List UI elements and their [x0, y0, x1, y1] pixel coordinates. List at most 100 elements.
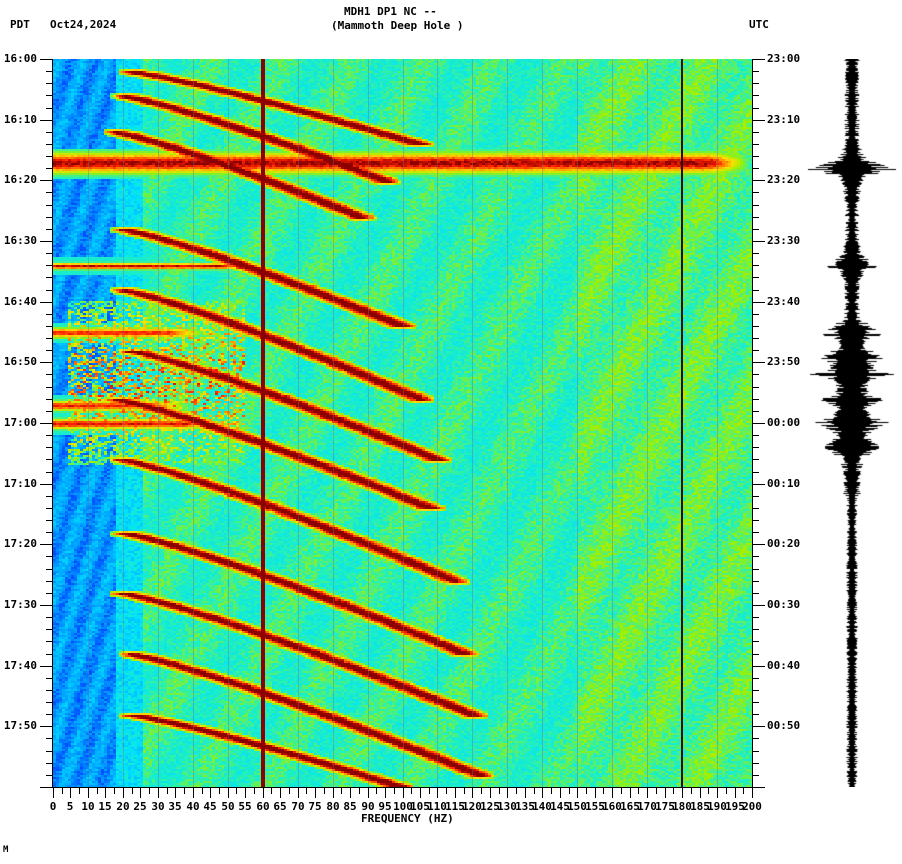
tick-time-right	[753, 641, 759, 642]
seismogram-trace	[806, 59, 902, 787]
tick-time-left	[46, 156, 52, 157]
time-label-left: 16:20	[3, 173, 37, 186]
frequency-label: 40	[186, 800, 200, 813]
tick-frequency	[446, 788, 447, 794]
tick-time-right	[753, 277, 759, 278]
frequency-label: 0	[49, 800, 57, 813]
tick-frequency	[429, 788, 430, 794]
tick-time-right	[753, 387, 759, 388]
tick-frequency	[621, 788, 622, 794]
date-label: Oct24,2024	[50, 18, 117, 31]
tick-frequency	[708, 788, 709, 794]
tick-time-left	[46, 108, 52, 109]
tick-time-left	[46, 496, 52, 497]
tick-frequency	[490, 788, 491, 798]
tick-frequency	[254, 788, 255, 794]
tick-time-right	[753, 180, 765, 181]
tick-time-left	[46, 192, 52, 193]
tick-frequency	[245, 788, 246, 798]
tick-time-right	[753, 83, 759, 84]
tick-frequency	[359, 788, 360, 794]
tick-frequency	[603, 788, 604, 794]
time-label-right: 00:40	[767, 659, 801, 672]
frequency-label: 190	[707, 800, 727, 813]
frequency-label: 5	[66, 800, 74, 813]
tick-frequency	[499, 788, 500, 794]
tick-frequency	[420, 788, 421, 798]
tick-time-right	[753, 399, 759, 400]
tick-frequency	[682, 788, 683, 798]
tick-time-right	[753, 544, 765, 545]
tick-time-right	[753, 775, 759, 776]
tick-time-left	[46, 641, 52, 642]
tick-frequency	[114, 788, 115, 794]
tick-time-left	[46, 314, 52, 315]
tick-time-right	[753, 629, 759, 630]
time-label-right: 00:30	[767, 598, 801, 611]
time-label-right: 23:30	[767, 234, 801, 247]
frequency-label: 165	[620, 800, 640, 813]
tick-frequency	[62, 788, 63, 794]
time-label-right: 00:00	[767, 416, 801, 429]
tick-frequency	[385, 788, 386, 798]
tick-frequency	[481, 788, 482, 794]
spectrogram-plot[interactable]	[53, 59, 752, 787]
frequency-label: 130	[497, 800, 517, 813]
tick-frequency	[350, 788, 351, 798]
tick-time-right	[753, 326, 759, 327]
time-label-left: 17:50	[3, 719, 37, 732]
tick-frequency	[464, 788, 465, 794]
tick-time-left	[46, 593, 52, 594]
tick-frequency	[752, 788, 753, 798]
tick-frequency	[97, 788, 98, 794]
time-label-right: 23:40	[767, 295, 801, 308]
tick-frequency	[298, 788, 299, 798]
tick-frequency	[534, 788, 535, 794]
tick-frequency	[516, 788, 517, 794]
spectrogram-canvas	[53, 59, 752, 787]
tick-time-left	[46, 569, 52, 570]
tick-frequency	[743, 788, 744, 794]
time-label-right: 23:20	[767, 173, 801, 186]
tick-time-left	[46, 350, 52, 351]
tick-frequency	[70, 788, 71, 798]
tick-frequency	[647, 788, 648, 798]
tick-time-right	[753, 678, 759, 679]
tick-frequency	[341, 788, 342, 794]
tick-time-left	[40, 423, 52, 424]
tick-frequency	[184, 788, 185, 794]
tick-time-right	[753, 71, 759, 72]
tick-frequency	[577, 788, 578, 798]
tick-time-right	[753, 253, 759, 254]
frequency-label: 185	[690, 800, 710, 813]
tick-time-right	[753, 447, 759, 448]
seismogram-canvas	[806, 59, 902, 787]
tick-time-left	[46, 447, 52, 448]
frequency-label: 35	[168, 800, 182, 813]
frequency-label: 30	[151, 800, 165, 813]
tick-time-left	[46, 205, 52, 206]
frequency-label: 60	[256, 800, 270, 813]
frequency-label: 170	[637, 800, 657, 813]
tick-frequency	[411, 788, 412, 794]
tick-time-left	[46, 581, 52, 582]
tick-time-right	[753, 374, 759, 375]
tick-time-left	[46, 459, 52, 460]
time-label-right: 00:50	[767, 719, 801, 732]
tick-frequency	[717, 788, 718, 798]
frequency-label: 110	[427, 800, 447, 813]
tick-time-right	[753, 411, 759, 412]
tick-frequency	[175, 788, 176, 798]
frequency-label: 55	[238, 800, 252, 813]
tick-time-left	[40, 726, 52, 727]
tick-frequency	[394, 788, 395, 794]
tick-time-left	[46, 265, 52, 266]
tick-time-left	[46, 277, 52, 278]
tick-time-right	[753, 132, 759, 133]
frequency-label: 155	[585, 800, 605, 813]
frequency-label: 115	[445, 800, 465, 813]
time-label-right: 00:20	[767, 537, 801, 550]
plot-border-left	[52, 59, 53, 787]
tick-time-right	[753, 787, 765, 788]
tick-frequency	[236, 788, 237, 794]
